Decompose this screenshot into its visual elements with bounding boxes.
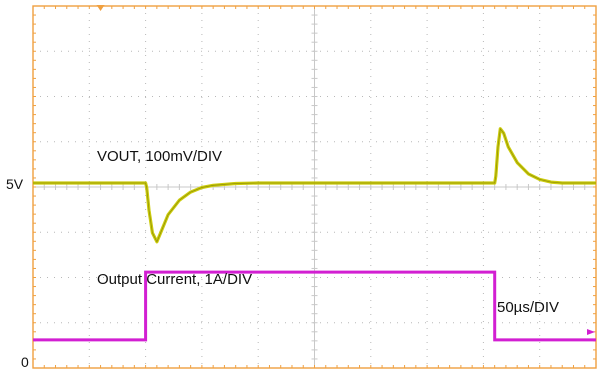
output-current-channel-label: Output Current, 1A/DIV: [97, 271, 253, 288]
vout-channel-label: VOUT, 100mV/DIV: [97, 148, 223, 165]
scope-traces: [33, 127, 596, 342]
trigger-marker-icon: [96, 5, 105, 11]
vout-reference-marker: 5V: [6, 176, 24, 192]
trigger-level-icon: [587, 329, 595, 335]
scope-frame: [32, 5, 597, 369]
scope-markers: [96, 5, 595, 335]
output-current-trace: [33, 270, 596, 342]
vout-trace-core: [33, 128, 596, 243]
timebase-label: 50µs/DIV: [497, 299, 559, 316]
current-zero-marker: 0: [21, 354, 29, 370]
